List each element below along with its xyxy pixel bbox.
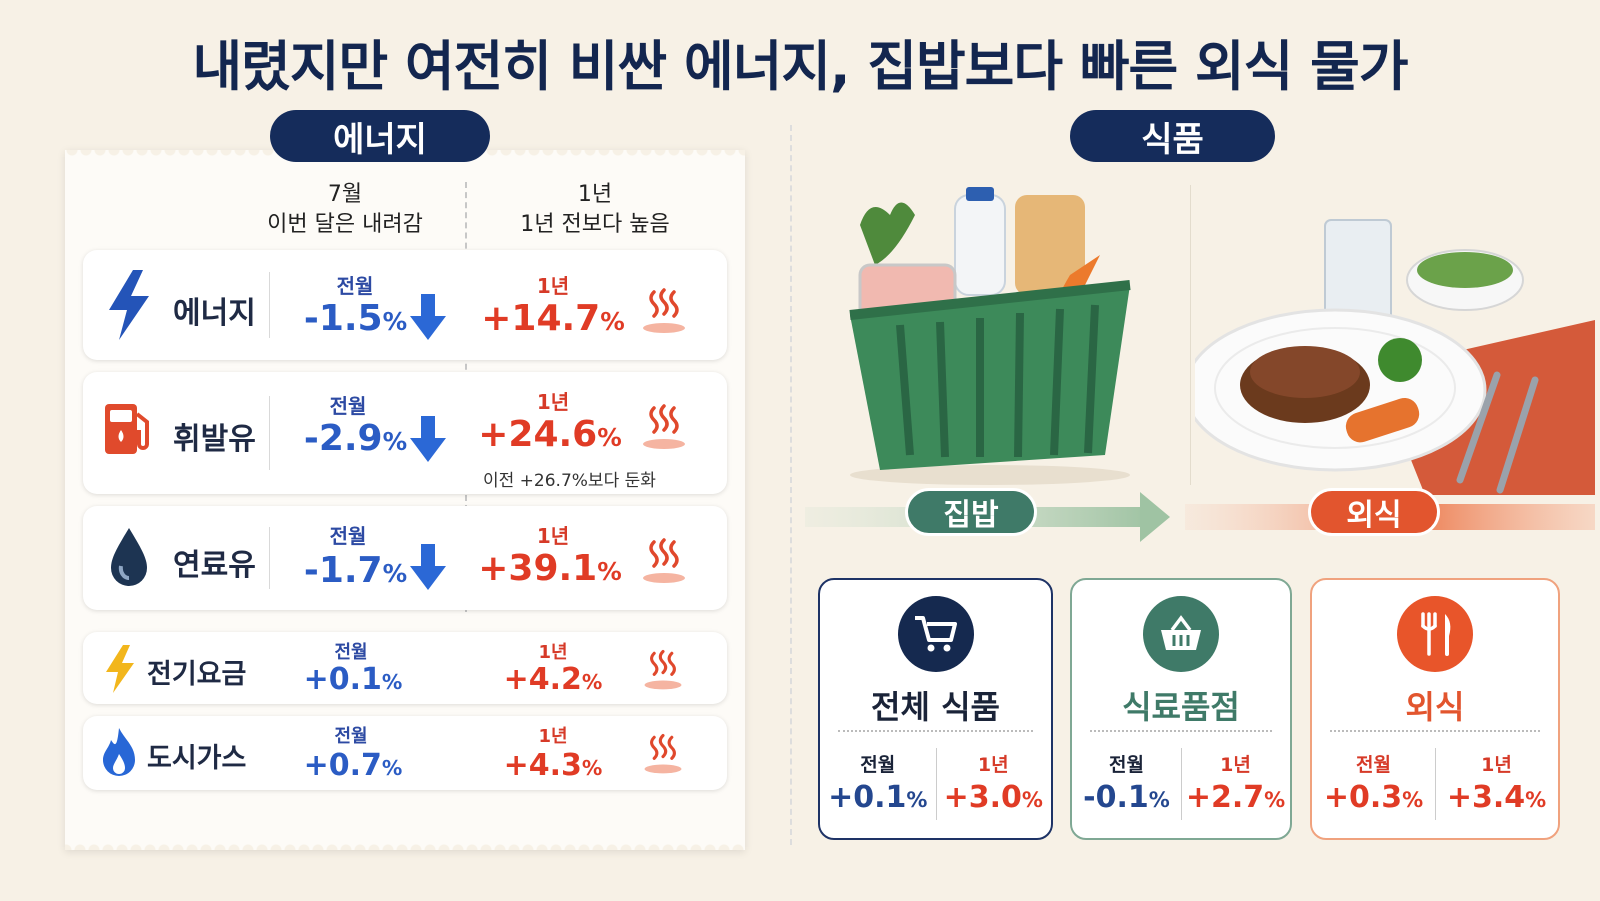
month-label: 전월 [336,274,374,298]
card-column-separator [1181,748,1182,820]
month-change-value: -1.7% [303,550,408,591]
heat-icon [643,404,685,449]
month-change-value: +0.7% [303,748,403,783]
section-divider [790,125,792,845]
energy-row-fuel-oil: 연료유 전월 -1.7% 1년 +39.1% [83,506,727,610]
row-label: 휘발유 [173,422,256,457]
energy-section-label: 에너지 [270,110,490,162]
card-grocery: 식료품점 전월 1년 -0.1% +2.7% [1070,578,1292,840]
card-column-separator [935,748,937,820]
year-label: 1년 [538,642,568,663]
month-label: 전월 [334,726,368,747]
page-title: 내렸지만 여전히 비싼 에너지, 집밥보다 빠른 외식 물가 [192,35,1408,98]
year-change-value: +3.4% [1446,780,1547,815]
scene-divider [1190,185,1191,485]
row-separator [269,526,270,590]
heat-icon [644,649,682,690]
year-change-value: +39.1% [478,548,622,589]
energy-row-city-gas: 도시가스 전월 +0.7% 1년 +4.3% [83,716,727,790]
year-label: 1년 [977,754,1009,776]
row-label: 에너지 [173,296,256,331]
month-change-value: +0.3% [1323,780,1424,815]
card-divider [838,730,1033,732]
energy-row-energy: 에너지 전월 -1.5% 1년 +14.7% [83,250,727,360]
oil-drop-icon [111,528,147,586]
card-divider [1090,730,1272,732]
month-column-header: 7월 이번 달은 내려감 [250,180,440,240]
row-label: 전기요금 [147,659,247,690]
month-label: 전월 [860,754,896,776]
year-label: 1년 [1220,754,1251,776]
month-label: 전월 [334,642,368,663]
year-label: 1년 [538,726,568,747]
card-title: 외식 [1405,688,1465,726]
month-column-subtitle: 이번 달은 내려감 [267,212,423,237]
card-column-separator [1435,748,1436,820]
month-label: 전월 [329,394,367,418]
year-label: 1년 [1481,754,1512,776]
down-arrow-icon [410,294,446,340]
lightning-icon [109,270,149,340]
gas-flame-icon [103,728,135,776]
row-separator [269,396,270,470]
dining-plate-illustration [1195,219,1595,495]
down-arrow-icon [410,416,446,462]
year-label: 1년 [536,274,570,298]
shopping-cart-icon [897,596,974,672]
grocery-basket-illustration [849,187,1131,485]
year-label: 1년 [536,390,570,414]
year-change-value: +4.2% [503,662,603,697]
card-divider [1330,730,1540,732]
card-title: 전체 식품 [871,688,1000,726]
month-change-value: -1.5% [303,298,408,339]
row-label: 연료유 [173,548,256,583]
month-change-value: -2.9% [303,418,408,459]
year-column-title: 1년 [577,182,613,207]
year-change-value: +3.0% [943,780,1043,815]
electricity-bolt-icon [106,645,134,693]
heat-icon [643,538,685,583]
food-section-label: 식품 [1070,110,1275,162]
month-change-value: -0.1% [1083,780,1170,815]
month-change-value: +0.1% [303,662,403,697]
month-change-value: +0.1% [828,780,928,815]
month-label: 전월 [329,524,367,548]
year-label: 1년 [536,524,570,548]
heat-icon [643,288,685,333]
month-label: 전월 [1356,754,1391,776]
fuel-pump-icon [105,404,149,454]
year-column-subtitle: 1년 전보다 높음 [520,212,670,237]
home-meal-tag: 집밥 [905,488,1037,536]
row-label: 도시가스 [147,743,247,774]
year-change-value: +4.3% [503,748,603,783]
card-all-food: 전체 식품 전월 1년 +0.1% +3.0% [818,578,1053,840]
year-change-value: +24.6% [478,414,622,455]
year-change-value: +14.7% [481,298,625,339]
energy-row-gasoline: 휘발유 전월 -2.9% 1년 +24.6% 이전 +26.7%보다 둔화 [83,372,727,494]
basket-icon [1143,596,1219,672]
down-arrow-icon [410,544,446,590]
card-title: 식료품점 [1122,688,1240,726]
dining-out-tag: 외식 [1308,488,1440,536]
month-label: 전월 [1109,754,1144,776]
year-change-value: +2.7% [1185,780,1286,815]
card-dining-out: 외식 전월 1년 +0.3% +3.4% [1310,578,1560,840]
row-separator [269,272,270,338]
energy-row-electricity: 전기요금 전월 +0.1% 1년 +4.2% [83,632,727,704]
heat-icon [644,733,682,774]
month-column-title: 7월 [327,182,363,207]
year-column-header: 1년 1년 전보다 높음 [490,180,700,240]
fork-knife-icon [1397,596,1473,672]
gasoline-trend-note: 이전 +26.7%보다 둔화 [483,471,656,491]
